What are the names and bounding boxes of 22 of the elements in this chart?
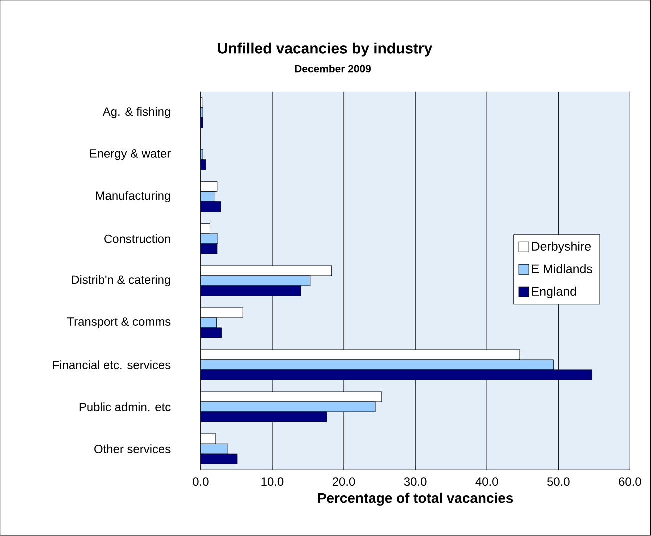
y-tick-label: Distrib'n & catering: [72, 275, 170, 287]
x-tick-label: 50.0: [547, 478, 570, 486]
y-tick-label: Ag. & fishing: [102, 107, 170, 118]
y-tick-label: Transport & comms: [67, 318, 171, 328]
x-tick-label: 20.0: [332, 478, 356, 486]
legend-label: E Midlands: [532, 264, 592, 274]
legend-label: Derbyshire: [532, 242, 591, 254]
x-tick-label: 10.0: [262, 478, 284, 486]
y-tick-label: Construction: [104, 234, 170, 244]
x-tick-label: 60.0: [619, 478, 642, 486]
chart-subtitle: December 2009: [295, 65, 371, 73]
y-tick-label: Energy & water: [90, 150, 171, 160]
y-tick-label: Manufacturing: [96, 191, 170, 203]
legend-label: England: [532, 286, 576, 299]
x-tick-label: 30.0: [404, 478, 427, 486]
x-tick-label: 40.0: [476, 478, 498, 486]
y-tick-label: Other services: [94, 444, 171, 454]
y-tick-label: Public admin. etc: [80, 402, 171, 412]
y-tick-label: Financial etc. services: [53, 360, 171, 370]
x-axis-title: Percentage of total vacancies: [318, 492, 514, 506]
chart-title: Unfilled vacancies by industry: [218, 42, 433, 57]
x-tick-label: 0.0: [193, 478, 209, 486]
